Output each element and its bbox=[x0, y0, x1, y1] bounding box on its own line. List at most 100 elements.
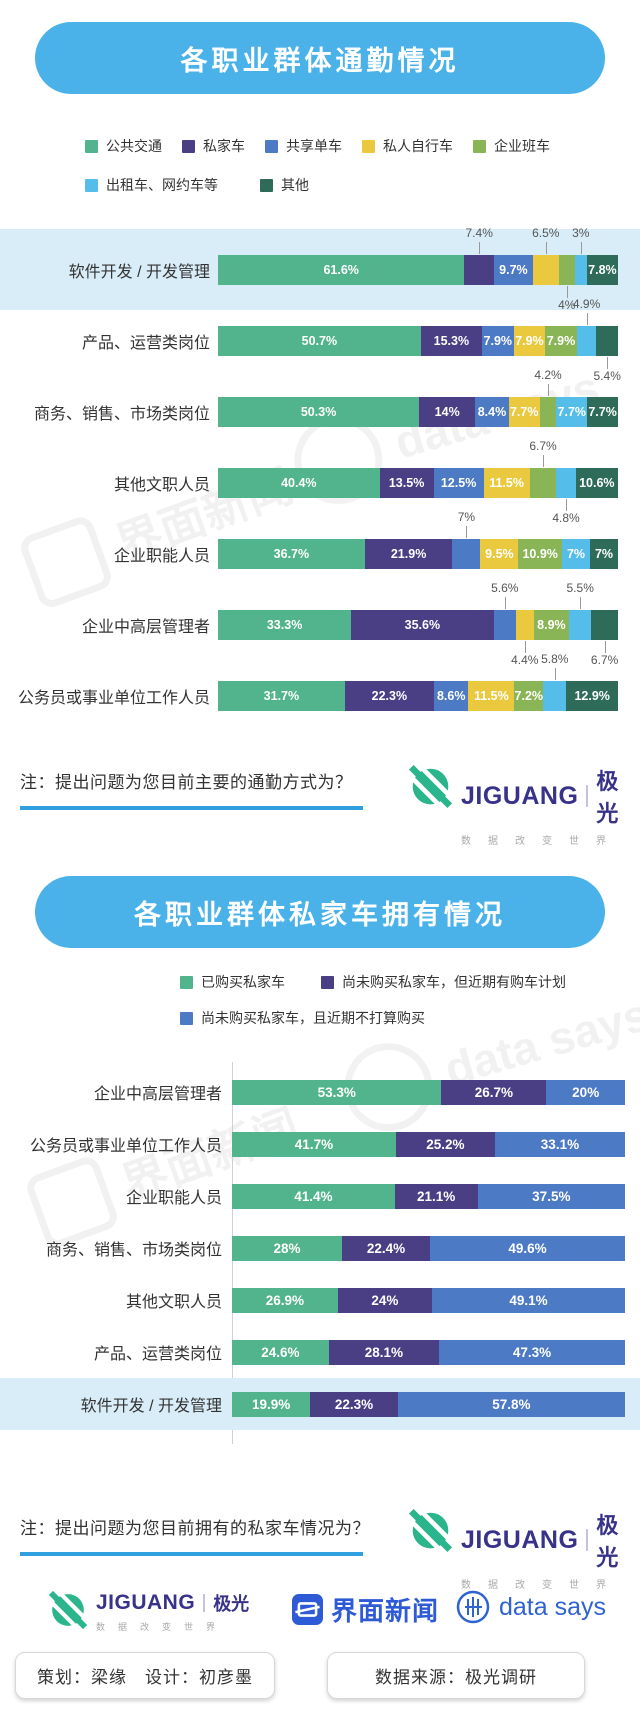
stacked-bar: 53.3% 26.7% 20% bbox=[232, 1079, 625, 1105]
legend-item: 尚未购买私家车，但近期有购车计划 bbox=[321, 972, 566, 992]
bar-segment: 7.8% bbox=[586, 254, 618, 285]
bar-value: 19.9% bbox=[251, 1396, 291, 1412]
bar-segment: 50.3% bbox=[218, 396, 420, 427]
car-chart-title: 各职业群体私家车拥有情况 bbox=[134, 899, 506, 930]
bar-segment: 22.3% bbox=[344, 680, 434, 711]
commute-chart-title-banner: 各职业群体通勤情况 bbox=[35, 22, 605, 94]
row-label: 软件开发 / 开发管理 bbox=[68, 263, 210, 281]
data-source-text: 数据来源：极光调研 bbox=[375, 1668, 537, 1687]
bar-value: 7.8% bbox=[588, 262, 617, 277]
bar-value: 7.7% bbox=[588, 404, 617, 419]
bar-value: 9.5% bbox=[485, 546, 514, 561]
bar-segment: 35.6% bbox=[351, 609, 494, 640]
bar-segment: 25.2% bbox=[395, 1131, 495, 1157]
row-label: 企业职能人员 bbox=[125, 1190, 222, 1207]
car-chart-note: 注：提出问题为您目前拥有的私家车情况为？ bbox=[20, 1519, 370, 1538]
bar-value: 8.4% bbox=[477, 404, 507, 419]
bar-value: 49.6% bbox=[508, 1240, 547, 1256]
legend-item: 已购买私家车 bbox=[180, 972, 285, 992]
callout-value: 4% bbox=[558, 297, 576, 312]
row-label: 软件开发 / 开发管理 bbox=[80, 1398, 222, 1415]
legend-label: 尚未购买私家车，但近期有购车计划 bbox=[342, 974, 566, 990]
bar-segment: 7.7% bbox=[508, 396, 540, 427]
chart-row: 公务员或事业单位工作人员 31.7% 22.3% 8.6% 11.5% 7.2% 5.8% 1… bbox=[0, 652, 640, 731]
legend-item: 企业班车 bbox=[473, 136, 550, 156]
bar-segment: 7.9% bbox=[545, 325, 577, 356]
chart-row: 企业中高层管理者 53.3% 26.7% 20% bbox=[0, 1066, 640, 1118]
bar-value: 12.5% bbox=[440, 475, 477, 490]
legend-swatch bbox=[180, 975, 193, 989]
bar-value: 8.9% bbox=[537, 617, 566, 632]
bar-value: 53.3% bbox=[317, 1084, 356, 1100]
bar-value: 28% bbox=[273, 1240, 301, 1256]
bar-value: 47.3% bbox=[512, 1344, 552, 1360]
legend-item: 共享单车 bbox=[265, 136, 342, 156]
legend-item: 尚未购买私家车，且近期不打算购买 bbox=[180, 1008, 425, 1028]
commute-chart: 软件开发 / 开发管理 61.6% 7.4% 9.7% 6.5% 4% 3% 7.8% 产品、运… bbox=[0, 226, 640, 731]
jiguang-cn-wordmark: 极光 bbox=[596, 769, 619, 826]
bar-value: 7.2% bbox=[514, 688, 544, 703]
jiguang-logo: JIGUANG 极光 数据改变世界 bbox=[408, 1508, 640, 1591]
datasays-logo: data says bbox=[455, 1589, 606, 1625]
stacked-bar: 50.7% 15.3% 7.9% 7.9% 7.9% 4.9% 5.4% bbox=[218, 297, 621, 383]
legend-row: 尚未购买私家车，且近期不打算购买 bbox=[180, 1008, 566, 1028]
bar-value: 36.7% bbox=[273, 546, 310, 561]
bar-value: 24.6% bbox=[261, 1344, 300, 1360]
callout-line bbox=[479, 241, 481, 254]
bar-value: 7.9% bbox=[546, 333, 576, 348]
chart-row: 企业中高层管理者 33.3% 35.6% 5.6% 4.4% 8.9% 5.5% 6.7% bbox=[0, 581, 640, 667]
bar-segment: 7.9% bbox=[482, 325, 514, 356]
stacked-bar: 19.9% 22.3% 57.8% bbox=[232, 1391, 625, 1417]
legend-row: 公共交通 私家车 共享单车 私人自行车 企业班车 bbox=[85, 136, 550, 156]
bar-value: 10.6% bbox=[579, 475, 615, 490]
bar-segment: 26.9% bbox=[232, 1287, 338, 1313]
bar-value: 20% bbox=[572, 1084, 600, 1100]
chart-row: 企业职能人员 41.4% 21.1% 37.5% bbox=[0, 1170, 640, 1222]
callout-line bbox=[545, 241, 547, 254]
bar-segment bbox=[516, 609, 534, 640]
legend-label: 尚未购买私家车，且近期不打算购买 bbox=[201, 1010, 425, 1026]
bar-segment bbox=[529, 467, 557, 498]
bar-value: 7.7% bbox=[557, 404, 587, 419]
bar-value: 11.5% bbox=[474, 688, 509, 703]
bar-segment: 8.6% bbox=[434, 680, 469, 711]
callout-line bbox=[466, 525, 468, 538]
bar-segment: 49.1% bbox=[432, 1287, 625, 1313]
bar-value: 57.8% bbox=[492, 1396, 531, 1412]
callout-value: 6.7% bbox=[529, 438, 557, 453]
jiguang-logo-icon bbox=[48, 1590, 88, 1630]
commute-chart-legend: 公共交通 私家车 共享单车 私人自行车 企业班车 出租车、网约车等 其他 bbox=[85, 136, 550, 214]
callout-value: 5.6% bbox=[491, 580, 519, 595]
legend-item: 私人自行车 bbox=[362, 136, 453, 156]
bar-segment: 41.7% bbox=[232, 1131, 396, 1157]
row-label: 其他文职人员 bbox=[113, 476, 210, 494]
bar-segment: 40.4% bbox=[218, 467, 380, 498]
jiemian-logo-icon bbox=[292, 1594, 323, 1625]
chart-row: 产品、运营类岗位 24.6% 28.1% 47.3% bbox=[0, 1326, 640, 1378]
jiguang-logo-icon bbox=[408, 1508, 453, 1553]
callout-value: 5.4% bbox=[593, 368, 621, 383]
bar-value: 33.3% bbox=[266, 617, 303, 632]
bar-segment: 7.9% bbox=[513, 325, 546, 356]
callout-value: 4.9% bbox=[572, 296, 601, 311]
bar-segment bbox=[591, 609, 618, 640]
bar-segment: 21.9% bbox=[364, 538, 453, 569]
legend-swatch bbox=[85, 139, 98, 153]
bar-segment: 49.6% bbox=[430, 1235, 625, 1261]
bar-value: 22.4% bbox=[366, 1240, 406, 1256]
row-label: 公务员或事业单位工作人员 bbox=[17, 689, 210, 707]
bar-value: 11.5% bbox=[489, 475, 524, 490]
bar-segment: 57.8% bbox=[397, 1391, 625, 1417]
bar-segment bbox=[493, 609, 516, 640]
legend-swatch bbox=[180, 1011, 193, 1025]
bar-segment: 11.5% bbox=[483, 467, 530, 498]
row-label: 公务员或事业单位工作人员 bbox=[29, 1138, 222, 1155]
bar-segment bbox=[532, 254, 559, 285]
jiguang-wordmark: JIGUANG bbox=[461, 1525, 579, 1554]
bar-segment: 28% bbox=[232, 1235, 343, 1261]
bar-segment: 14% bbox=[419, 396, 476, 427]
legend-row: 已购买私家车 尚未购买私家车，但近期有购车计划 bbox=[180, 972, 566, 992]
callout-value: 4.4% bbox=[511, 652, 539, 667]
bar-segment: 61.6% bbox=[218, 254, 465, 285]
jiguang-footer-logo: JIGUANG 极光 数据改变世界 bbox=[48, 1590, 249, 1633]
